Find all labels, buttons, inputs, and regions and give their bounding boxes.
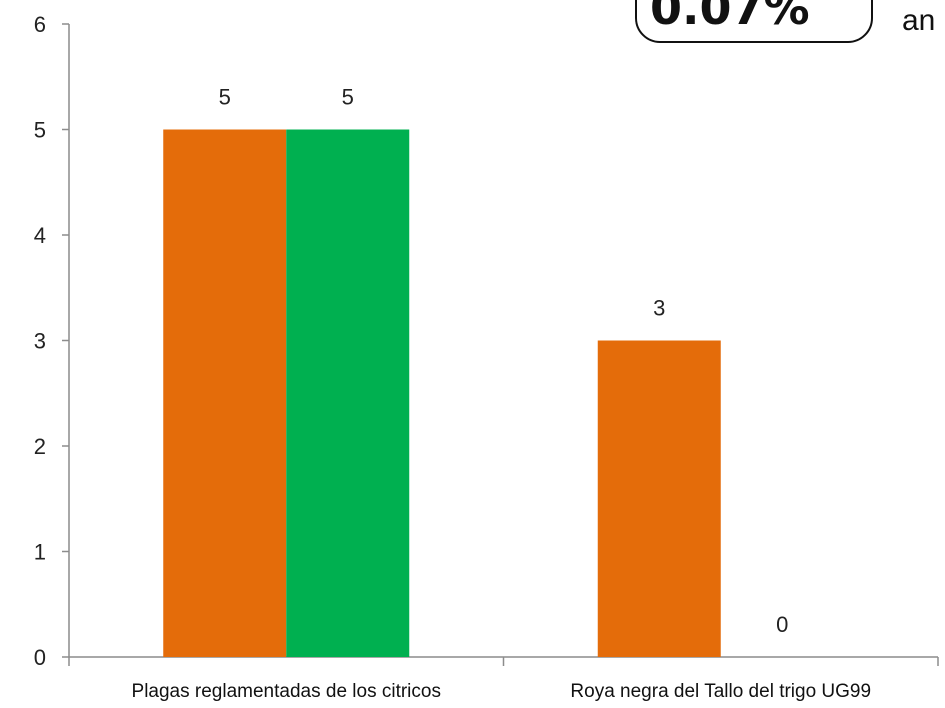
bars	[163, 129, 721, 657]
x-category-label: Roya negra del Tallo del trigo UG99	[570, 681, 871, 702]
y-tick-label: 0	[34, 645, 46, 670]
badge-box	[635, 0, 873, 43]
bar-value-label: 0	[776, 612, 788, 637]
badge-side-text: an	[902, 4, 935, 37]
badge-value: 0.07%	[650, 0, 810, 35]
axes: 0 1 2 3 4 5 6 Plagas reglamentadas de los citri…	[34, 12, 939, 702]
percentage-badge: 0.07%	[635, 0, 873, 43]
bar	[163, 129, 287, 657]
y-tick-label: 1	[34, 540, 46, 565]
y-tick-label: 4	[34, 223, 46, 248]
bar	[286, 129, 410, 657]
y-tick-label: 3	[34, 329, 46, 354]
bar-value-label: 5	[219, 85, 231, 110]
data-labels: 5 5 3 0	[219, 85, 789, 638]
bar-value-label: 5	[342, 85, 354, 110]
x-category-label: Plagas reglamentadas de los citricos	[132, 681, 441, 702]
y-tick-label: 6	[34, 12, 46, 37]
y-tick-label: 5	[34, 118, 46, 143]
y-tick-label: 2	[34, 434, 46, 459]
bar-value-label: 3	[653, 296, 665, 321]
bar	[597, 340, 721, 657]
